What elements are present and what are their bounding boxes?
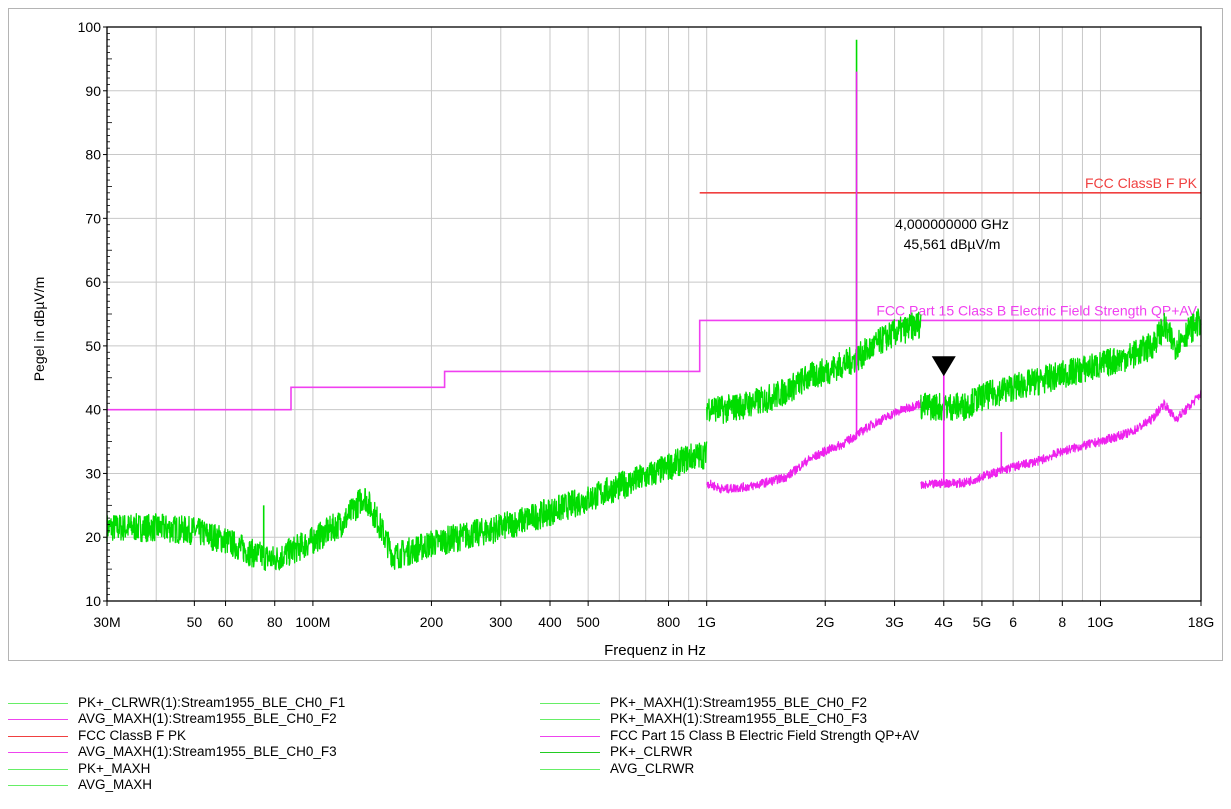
legend-label: FCC Part 15 Class B Electric Field Stren…: [610, 727, 920, 743]
annotations: 4,000000000 GHz 45,561 dBµV/m: [895, 216, 1009, 377]
y-axis-label: Pegel in dBµV/m: [31, 277, 47, 382]
x-tick-label: 8: [1058, 614, 1066, 630]
limit-line-label: FCC Part 15 Class B Electric Field Stren…: [876, 302, 1197, 318]
legend-label: PK+_MAXH: [78, 760, 151, 776]
series-line: [706, 311, 922, 424]
y-tick-label: 30: [85, 465, 101, 481]
x-tick-label: 6: [1009, 614, 1017, 630]
legend-swatch: [540, 768, 600, 770]
limit-line: [107, 319, 1201, 411]
legend-label: FCC ClassB F PK: [78, 727, 187, 743]
legend-label: AVG_MAXH(1):Stream1955_BLE_CH0_F3: [78, 744, 337, 760]
limit-lines: FCC ClassB F PK FCC Part 15 Class B Elect…: [107, 175, 1201, 411]
x-tick-label: 800: [657, 614, 681, 630]
x-tick-label: 18G: [1188, 614, 1214, 630]
marker-triangle: [931, 356, 956, 377]
legend-swatch: [8, 719, 68, 721]
legend-swatch: [540, 719, 600, 721]
x-tick-label: 200: [420, 614, 444, 630]
y-tick-label: 20: [85, 529, 101, 545]
y-tick-label: 60: [85, 274, 101, 290]
x-tick-label: 2G: [816, 614, 835, 630]
legend-swatch: [8, 785, 68, 786]
y-tick-label: 100: [78, 19, 102, 35]
x-tick-label: 100M: [295, 614, 330, 630]
legend-label: PK+_CLRWR: [610, 744, 693, 760]
x-axis-label: Frequenz in Hz: [604, 642, 706, 659]
x-tick-label: 60: [218, 614, 234, 630]
x-tick-label: 400: [538, 614, 562, 630]
legend-swatch: [8, 768, 68, 770]
legend-swatch: [8, 703, 68, 704]
series-line: [920, 389, 1202, 490]
legend-label: PK+_CLRWR(1):Stream1955_BLE_CH0_F1: [78, 695, 346, 710]
axes: 10 20 30 40 50 60 70 80 90 100 30M 50 60 80 100M 200 300…: [78, 19, 1215, 630]
x-tick-label: 50: [187, 614, 203, 630]
y-tick-label: 10: [85, 593, 101, 609]
series-line: [706, 399, 922, 494]
legend-swatch: [540, 703, 600, 704]
legend-swatch: [8, 752, 68, 754]
legend-label: AVG_CLRWR: [610, 760, 695, 776]
legend-label: AVG_MAXH(1):Stream1955_BLE_CH0_F2: [78, 711, 337, 727]
legend: PK+_CLRWR(1):Stream1955_BLE_CH0_F1 AVG_MA…: [0, 695, 1231, 809]
x-tick-label: 80: [267, 614, 283, 630]
series-line: [106, 441, 708, 571]
x-tick-label: 300: [489, 614, 513, 630]
y-tick-label: 40: [85, 402, 101, 418]
y-tick-label: 80: [85, 147, 101, 163]
legend-label: PK+_MAXH(1):Stream1955_BLE_CH0_F2: [610, 695, 868, 710]
x-tick-label: 5G: [973, 614, 992, 630]
series-line: [920, 308, 1202, 421]
y-tick-label: 50: [85, 338, 101, 354]
x-tick-label: 500: [576, 614, 600, 630]
x-tick-label: 30M: [93, 614, 120, 630]
marker-level-label: 45,561 dBµV/m: [904, 236, 1001, 252]
legend-swatch: [8, 735, 68, 737]
legend-label: AVG_MAXH: [78, 777, 153, 792]
chart-frame: [8, 8, 1223, 661]
y-tick-label: 70: [85, 210, 101, 226]
series: [106, 39, 1202, 571]
legend-label: PK+_MAXH(1):Stream1955_BLE_CH0_F3: [610, 711, 868, 727]
x-tick-label: 3G: [885, 614, 904, 630]
x-tick-label: 1G: [697, 614, 716, 630]
marker-frequency-label: 4,000000000 GHz: [895, 216, 1009, 232]
legend-swatch: [540, 735, 600, 737]
limit-line-label: FCC ClassB F PK: [1085, 175, 1198, 191]
legend-swatch: [540, 752, 600, 754]
x-tick-label: 10G: [1087, 614, 1113, 630]
y-tick-label: 90: [85, 83, 101, 99]
x-tick-label: 4G: [934, 614, 953, 630]
